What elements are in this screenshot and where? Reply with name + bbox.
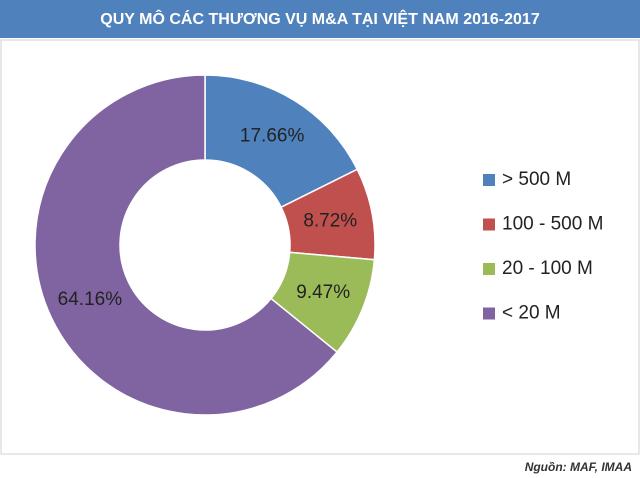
chart-title: QUY MÔ CÁC THƯƠNG VỤ M&A TẠI VIỆT NAM 20… [100,9,540,28]
legend-swatch [483,263,495,275]
legend-label: 100 - 500 M [502,214,603,235]
value-label: 64.16% [58,289,123,310]
legend-swatch [483,307,495,320]
value-label: 9.47% [296,282,350,303]
legend-swatch [483,174,495,186]
legend-label: 20 - 100 M [502,258,593,279]
legend-swatch [483,218,495,231]
value-label: 17.66% [240,126,305,147]
value-label: 8.72% [303,210,357,231]
slice [204,74,359,209]
source: Nguồn: MAF, IMAA [525,460,632,474]
legend-label: > 500 M [502,169,571,190]
title-bar [0,0,640,38]
slice [34,74,339,416]
legend-label: < 20 M [502,303,561,324]
